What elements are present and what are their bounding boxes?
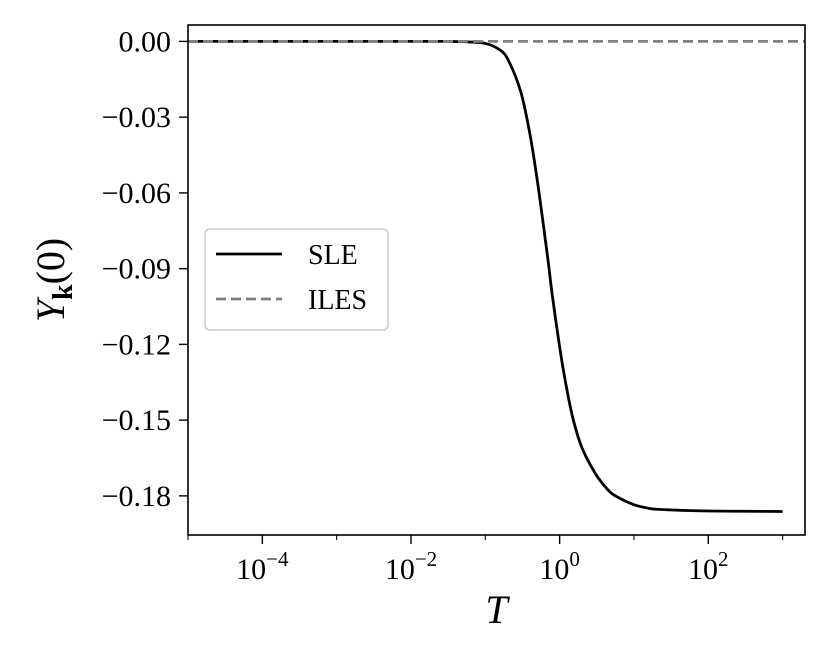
x-tick-label: 10−2 [385,547,437,586]
ticks-layer: 0.00 −0.03 −0.06 −0.09 −0.12 −0.15 −0.18 10−4 10… [102,25,784,586]
legend-label-sle: SLE [308,240,358,271]
plot-frame [187,24,806,536]
series-layer [188,39,805,513]
x-axis-label: T [485,587,510,632]
y-axis-label-sub: k [48,284,79,300]
y-tick-label: 0.00 [119,25,172,58]
y-tick-label: −0.06 [102,177,171,210]
y-tick-label: −0.12 [102,328,171,361]
legend: SLE ILES [204,228,389,331]
x-tick-label: 100 [539,547,580,586]
y-axis-label-rest: (0) [28,238,73,285]
y-tick-label: −0.15 [102,404,171,437]
legend-label-iles: ILES [308,285,367,316]
x-tick-label: 102 [688,547,729,586]
y-tick-label: −0.18 [102,480,171,513]
y-axis-label: Yk(0) [28,238,79,322]
y-tick-label: −0.03 [102,101,171,134]
y-tick-label: −0.09 [102,253,171,286]
y-axis-label-main: Y [28,296,73,322]
x-tick-label: 10−4 [236,547,289,586]
